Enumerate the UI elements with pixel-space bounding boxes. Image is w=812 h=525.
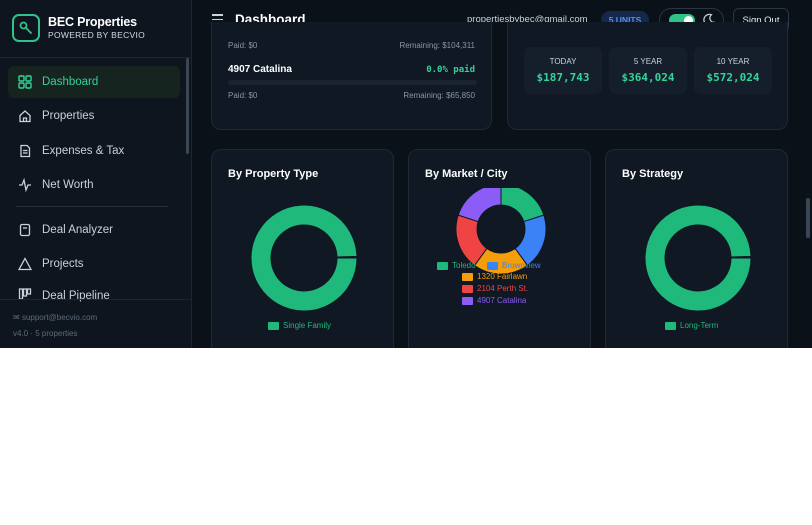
legend-item[interactable]: 2104 Perth St. — [462, 284, 528, 293]
strategy-chart-card: By Strategy Long-Term — [605, 149, 788, 348]
paid-percent: 0.0% paid — [426, 65, 475, 75]
legend-label: Toledo — [452, 261, 476, 270]
sidebar-item-label: Projects — [42, 258, 84, 271]
projection-value: $364,024 — [621, 71, 675, 84]
version-text: v4.0 · 5 properties — [13, 329, 78, 338]
property-type-chart-card: By Property Type Single Family — [211, 149, 394, 348]
brand-title: BEC Properties — [48, 15, 137, 29]
legend-label: Long-Term — [680, 321, 719, 330]
brand-subtitle: POWERED BY BECVIO — [48, 30, 146, 40]
chart-title: By Strategy — [622, 168, 684, 180]
mail-icon: ✉ — [13, 313, 22, 322]
pulse-icon — [17, 177, 33, 193]
brand-logo-icon — [12, 14, 40, 42]
remaining-amount: Remaining: $65,850 — [403, 91, 475, 100]
sidebar: BEC Properties POWERED BY BECVIO Dashboa… — [0, 0, 192, 348]
sidebar-item-label: Properties — [42, 110, 95, 123]
donut-slice-4907-catalina[interactable] — [457, 188, 502, 223]
main-scrollbar[interactable] — [806, 198, 810, 238]
equity-projection-card: TODAY $187,743 5 YEAR $364,024 10 YEAR $… — [507, 22, 788, 130]
legend-label: 2104 Perth St. — [477, 284, 529, 293]
projection-label: 5 YEAR — [633, 57, 663, 66]
legend-item[interactable]: Single Family — [268, 321, 331, 330]
sidebar-scrollbar[interactable] — [186, 58, 189, 154]
progress-bar — [228, 80, 477, 85]
projection-value: $572,024 — [706, 71, 760, 84]
clipboard-icon — [17, 222, 33, 238]
divider — [0, 57, 191, 58]
paid-amount: Paid: $0 — [228, 91, 258, 100]
strategy-donut — [644, 204, 752, 312]
legend-item[interactable]: 4907 Catalina — [462, 296, 526, 305]
property-type-donut — [250, 204, 358, 312]
donut-slice-long-term[interactable] — [644, 204, 752, 312]
sidebar-item-label: Net Worth — [42, 178, 94, 191]
sidebar-item-label: Dashboard — [42, 76, 99, 88]
projection-label: TODAY — [549, 57, 577, 66]
sidebar-item-dashboard[interactable]: Dashboard — [8, 66, 180, 98]
legend-swatch — [462, 284, 473, 293]
sidebar-nav: Dashboard Properties Expenses & Tax Net … — [8, 66, 180, 305]
home-icon — [17, 108, 33, 124]
loan-payoff-card: Paid: $0 Remaining: $104,311 4907 Catali… — [211, 22, 492, 130]
support-email[interactable]: support@becvio.com — [21, 313, 98, 322]
sidebar-item-projects[interactable]: Projects — [8, 248, 180, 280]
user-email: propertiesbybec@gmail.com — [467, 14, 588, 25]
sidebar-item-net-worth[interactable]: Net Worth — [8, 169, 180, 201]
legend-swatch — [462, 296, 473, 305]
projection-5-year: 5 YEAR $364,024 — [609, 47, 687, 94]
nav-divider — [16, 205, 168, 207]
chart-title: By Property Type — [228, 168, 319, 180]
property-name: 4907 Catalina — [228, 64, 292, 75]
brand[interactable]: BEC Properties POWERED BY BECVIO — [12, 14, 145, 42]
legend-swatch — [268, 321, 279, 330]
legend-swatch — [487, 261, 498, 270]
dashboard-grid-icon — [17, 74, 33, 90]
divider — [0, 299, 191, 300]
document-icon — [17, 143, 33, 159]
pipeline-icon — [17, 286, 33, 302]
sidebar-item-label: Deal Analyzer — [42, 223, 113, 236]
market-city-chart-card: By Market / City Toledo Brownview 1320 F… — [408, 149, 591, 348]
legend-swatch — [462, 272, 473, 281]
sidebar-item-properties[interactable]: Properties — [8, 100, 180, 132]
legend-label: Brownview — [502, 261, 541, 270]
legend-label: Single Family — [283, 321, 332, 330]
chart-title: By Market / City — [425, 168, 508, 180]
app-window: BEC Properties POWERED BY BECVIO Dashboa… — [0, 0, 812, 348]
legend-swatch — [665, 321, 676, 330]
remaining-amount: Remaining: $104,311 — [399, 41, 475, 50]
legend-item[interactable]: Long-Term — [665, 321, 718, 330]
legend-label: 4907 Catalina — [477, 296, 527, 305]
projection-today: TODAY $187,743 — [524, 47, 602, 94]
donut-slice-toledo[interactable] — [500, 188, 545, 223]
paid-amount: Paid: $0 — [228, 41, 258, 50]
legend-item[interactable]: Brownview — [487, 261, 541, 270]
legend-item[interactable]: 1320 Fairlawn — [462, 272, 527, 281]
legend-label: 1320 Fairlawn — [477, 272, 528, 281]
warning-triangle-icon — [17, 256, 33, 272]
projection-value: $187,743 — [536, 71, 590, 84]
sidebar-item-expenses-tax[interactable]: Expenses & Tax — [8, 135, 180, 167]
projection-label: 10 YEAR — [716, 57, 750, 66]
sidebar-footer: ✉ support@becvio.com v4.0 · 5 properties — [13, 310, 97, 342]
sidebar-item-label: Expenses & Tax — [42, 144, 125, 157]
legend-swatch — [437, 261, 448, 270]
sidebar-item-label: Deal Pipeline — [42, 290, 110, 303]
legend-item[interactable]: Toledo — [437, 261, 476, 270]
sidebar-item-deal-analyzer[interactable]: Deal Analyzer — [8, 214, 180, 246]
donut-slice-single-family[interactable] — [250, 204, 358, 312]
projection-10-year: 10 YEAR $572,024 — [694, 47, 772, 94]
